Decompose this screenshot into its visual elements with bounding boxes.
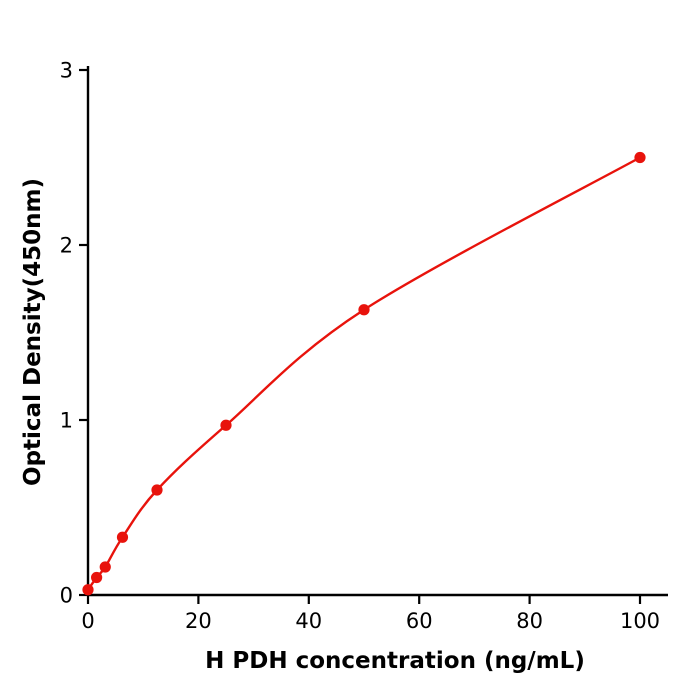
x-tick-label: 20: [185, 609, 212, 633]
y-axis-label: Optical Density(450nm): [20, 178, 46, 486]
x-axis-label: H PDH concentration (ng/mL): [205, 648, 585, 674]
data-series: [82, 151, 646, 596]
data-point: [91, 571, 103, 584]
data-point: [116, 531, 129, 543]
data-point: [220, 419, 232, 431]
axes: [86, 66, 668, 597]
y-tick-label: 1: [60, 409, 73, 433]
y-tick-label: 0: [60, 584, 73, 608]
x-tick-label: 0: [81, 609, 94, 633]
y-tick-label: 2: [60, 234, 73, 258]
x-tick-label: 40: [295, 609, 322, 633]
data-point: [151, 484, 163, 496]
data-point: [82, 584, 94, 596]
tick-marks-and-labels: 0 1 2 3 0 20 40 60 80 100: [60, 59, 660, 633]
x-tick-label: 80: [516, 609, 543, 633]
data-point: [634, 151, 646, 164]
fit-curve-line: [86, 156, 642, 591]
data-point: [358, 304, 370, 316]
data-point: [99, 561, 111, 573]
x-tick-label: 100: [620, 609, 660, 633]
x-tick-label: 60: [406, 609, 433, 633]
y-tick-label: 3: [60, 59, 73, 83]
